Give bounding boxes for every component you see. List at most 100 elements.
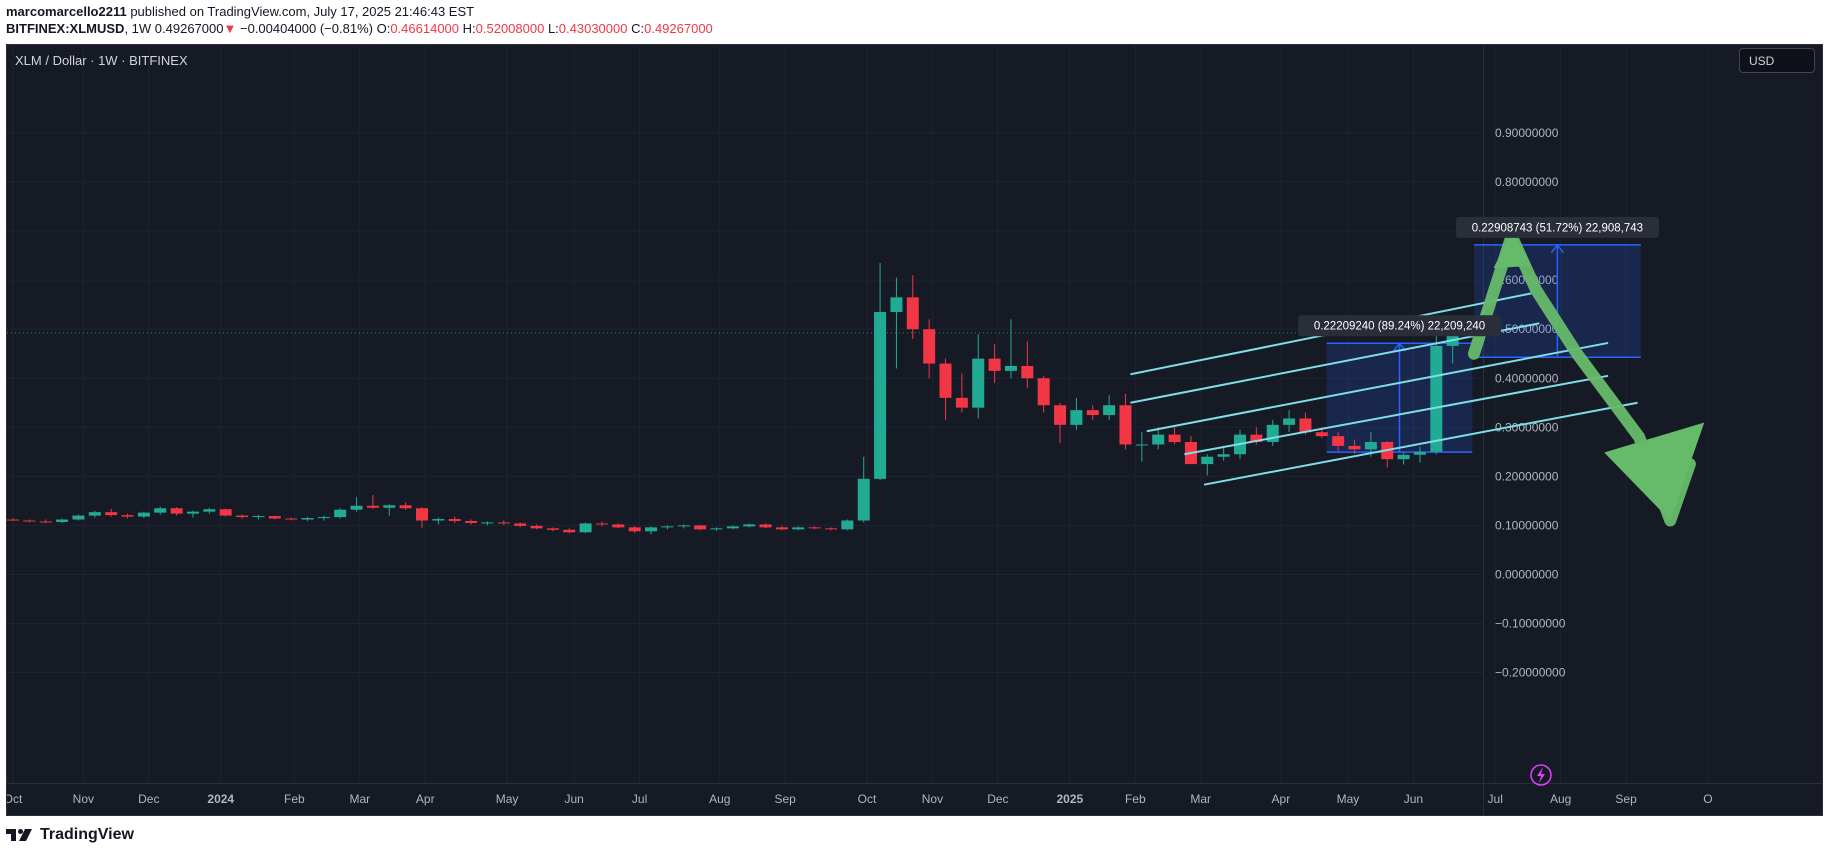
y-tick-label: 0.00000000 bbox=[1495, 567, 1559, 581]
y-tick-label: 0.40000000 bbox=[1495, 371, 1559, 385]
candle-body bbox=[1217, 454, 1230, 457]
candle-body bbox=[923, 329, 936, 364]
y-tick-label: 0.90000000 bbox=[1495, 126, 1559, 140]
candle-body bbox=[497, 522, 510, 524]
candle-body bbox=[301, 518, 314, 520]
open-label: O: bbox=[376, 21, 391, 36]
open-value: 0.46614000 bbox=[390, 21, 460, 36]
change-down-icon: ▼ bbox=[223, 21, 237, 36]
candle-body bbox=[1315, 432, 1328, 437]
candle-body bbox=[1119, 405, 1132, 445]
high-label: H: bbox=[459, 21, 476, 36]
candle-body bbox=[1430, 345, 1443, 452]
candle-body bbox=[1364, 442, 1377, 450]
candle-body bbox=[1037, 378, 1050, 406]
candle-body bbox=[170, 508, 183, 514]
x-tick-label: Mar bbox=[349, 792, 370, 806]
candle-body bbox=[236, 515, 249, 518]
candle-body bbox=[154, 508, 167, 513]
chart-frame[interactable]: 0.900000000.800000000.700000000.60000000… bbox=[6, 44, 1823, 816]
author-name[interactable]: marcomarcello2211 bbox=[6, 4, 127, 19]
currency-button[interactable]: USD bbox=[1739, 48, 1815, 73]
candle-body bbox=[399, 505, 412, 509]
candle-body bbox=[1168, 434, 1181, 443]
header-line-1: marcomarcello2211 published on TradingVi… bbox=[6, 4, 474, 19]
candle-body bbox=[383, 505, 396, 508]
candle-body bbox=[628, 527, 641, 532]
y-tick-label: −0.10000000 bbox=[1495, 617, 1566, 631]
chart-svg[interactable]: 0.900000000.800000000.700000000.60000000… bbox=[7, 45, 1822, 815]
x-tick-label: Dec bbox=[138, 792, 159, 806]
tradingview-logo-icon bbox=[6, 829, 32, 841]
candle-body bbox=[546, 528, 559, 530]
candle-body bbox=[1283, 418, 1296, 425]
x-tick-label: O bbox=[1703, 792, 1712, 806]
x-tick-label: Aug bbox=[709, 792, 730, 806]
candle-body bbox=[285, 518, 298, 520]
candle-body bbox=[219, 509, 232, 516]
candle-body bbox=[105, 512, 118, 516]
candle-body bbox=[23, 520, 36, 522]
y-tick-label: −0.20000000 bbox=[1495, 666, 1566, 680]
candle-body bbox=[72, 515, 85, 520]
chart-symbol-label: XLM / Dollar · 1W · BITFINEX bbox=[15, 53, 188, 68]
low-value: 0.43030000 bbox=[558, 21, 628, 36]
candle-body bbox=[906, 297, 919, 330]
price-range-label-bg bbox=[1298, 315, 1502, 337]
x-tick-label: Sep bbox=[775, 792, 797, 806]
candle-body bbox=[465, 520, 478, 523]
projection-arrow-head bbox=[1604, 422, 1705, 521]
candle-body bbox=[710, 528, 723, 530]
interval-text: , 1W bbox=[124, 21, 155, 36]
candle-body bbox=[595, 523, 608, 525]
header-line-2: BITFINEX:XLMUSD, 1W 0.49267000▼ −0.00404… bbox=[6, 21, 713, 36]
candle-body bbox=[1103, 405, 1116, 416]
price-range-label-bg bbox=[1455, 216, 1659, 238]
candle-body bbox=[1086, 410, 1099, 416]
candle-body bbox=[1152, 434, 1165, 445]
price-range-label: 0.22209240 (89.24%) 22,209,240 bbox=[1314, 321, 1485, 333]
candle-body bbox=[612, 524, 625, 528]
projection-arrow-peak bbox=[1493, 232, 1532, 269]
candle-body bbox=[203, 509, 216, 512]
footer: TradingView bbox=[6, 823, 134, 847]
candle-body bbox=[1413, 451, 1426, 455]
candle-body bbox=[890, 297, 903, 313]
price-range-arrow-head bbox=[1550, 243, 1564, 254]
candle-body bbox=[1332, 436, 1345, 446]
candle-body bbox=[694, 525, 707, 530]
candle-body bbox=[874, 312, 887, 479]
y-tick-label: 0.20000000 bbox=[1495, 469, 1559, 483]
candle-body bbox=[7, 519, 19, 521]
x-tick-label: Jul bbox=[632, 792, 647, 806]
x-tick-label: 2024 bbox=[207, 792, 234, 806]
high-value: 0.52008000 bbox=[475, 21, 545, 36]
y-tick-label: 0.50000000 bbox=[1495, 322, 1559, 336]
candle-body bbox=[1397, 454, 1410, 460]
candle-body bbox=[726, 526, 739, 529]
x-tick-label: Jun bbox=[1404, 792, 1423, 806]
candle-body bbox=[252, 516, 265, 518]
footer-brand[interactable]: TradingView bbox=[40, 826, 134, 843]
candle-body bbox=[1250, 434, 1263, 443]
x-tick-label: 2025 bbox=[1057, 792, 1084, 806]
candle-body bbox=[137, 512, 150, 517]
candle-body bbox=[1299, 418, 1312, 433]
candle-body bbox=[955, 397, 968, 408]
channel-line bbox=[1203, 401, 1638, 486]
candle-body bbox=[88, 512, 101, 516]
channel-line bbox=[1130, 322, 1540, 404]
lightning-icon bbox=[1537, 767, 1545, 783]
candle-body bbox=[514, 523, 527, 526]
x-tick-label: Feb bbox=[284, 792, 305, 806]
candle-body bbox=[857, 478, 870, 521]
x-tick-label: Sep bbox=[1615, 792, 1637, 806]
candle-body bbox=[268, 516, 281, 519]
candle-body bbox=[563, 529, 576, 533]
candle-body bbox=[743, 524, 756, 527]
x-tick-label: Nov bbox=[922, 792, 943, 806]
candle-body bbox=[579, 523, 592, 533]
lightning-icon bbox=[1530, 764, 1552, 786]
candle-body bbox=[1070, 410, 1083, 425]
x-tick-label: Nov bbox=[73, 792, 94, 806]
